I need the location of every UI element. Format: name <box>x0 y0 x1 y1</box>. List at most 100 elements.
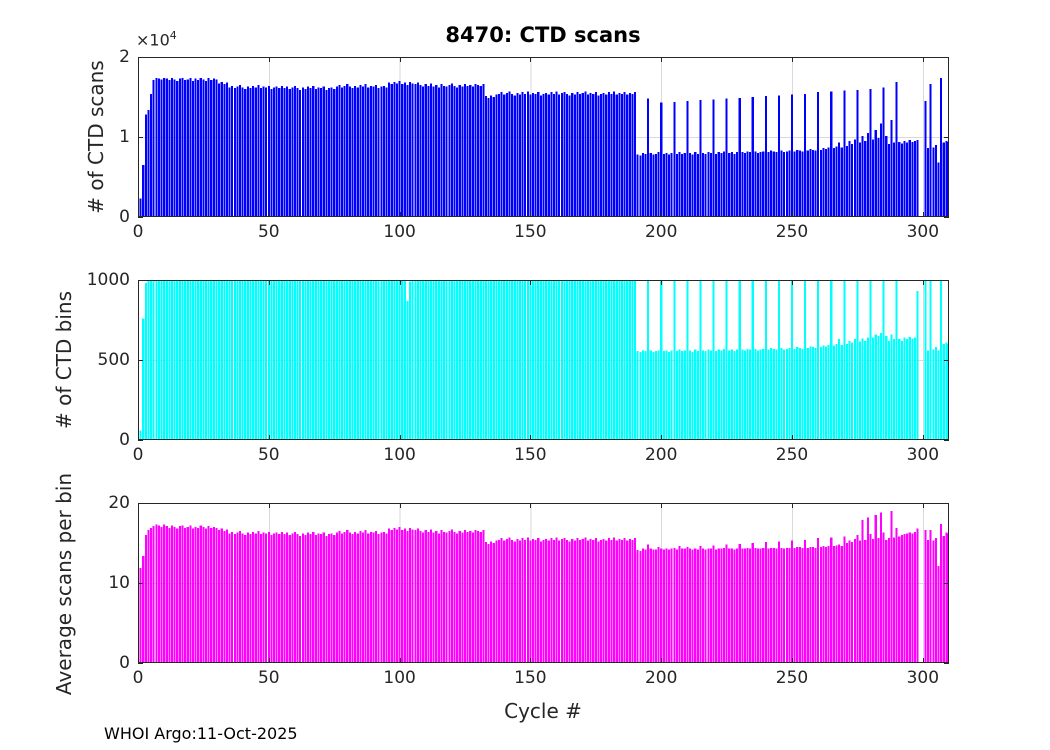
bar <box>262 86 265 217</box>
bar <box>296 280 299 440</box>
bar <box>189 525 192 663</box>
bar <box>422 532 425 663</box>
bar <box>270 89 273 217</box>
bar <box>249 88 252 217</box>
x-tick-label: 0 <box>132 668 144 688</box>
bar <box>152 280 155 440</box>
bar <box>790 280 794 440</box>
bar <box>283 88 286 217</box>
bar <box>252 280 255 440</box>
bar <box>743 350 746 440</box>
bar <box>649 153 652 217</box>
bar <box>395 529 399 663</box>
bar <box>367 280 370 440</box>
bar <box>456 533 459 663</box>
bar <box>280 85 283 217</box>
bar <box>469 531 472 663</box>
ylabel-avg-scans-per-bin: Average scans per bin <box>52 472 76 696</box>
bar <box>343 280 346 440</box>
bar <box>942 142 945 217</box>
bar <box>139 430 142 440</box>
bar <box>267 531 270 663</box>
bar <box>581 93 584 217</box>
bar <box>257 531 260 663</box>
bar <box>668 549 671 663</box>
bar <box>189 280 192 440</box>
bar <box>832 546 835 663</box>
bar <box>738 543 741 663</box>
bar <box>500 280 503 440</box>
bar <box>552 93 556 217</box>
bar <box>906 339 909 440</box>
bar <box>819 547 822 663</box>
bar <box>946 141 949 217</box>
bar <box>895 527 898 663</box>
bar <box>641 548 644 663</box>
bar <box>304 280 307 440</box>
bar <box>545 280 548 440</box>
bar <box>704 351 707 440</box>
bar <box>511 280 514 440</box>
bar <box>170 280 174 440</box>
bar <box>751 543 754 663</box>
x-tick-label: 150 <box>514 668 547 688</box>
bar <box>600 280 603 440</box>
bar <box>403 528 406 663</box>
bar <box>463 530 467 663</box>
bar <box>770 547 773 663</box>
bar <box>150 527 153 663</box>
bar <box>220 81 223 217</box>
bar <box>702 153 705 217</box>
bar <box>189 77 192 217</box>
bar <box>534 93 537 217</box>
bar <box>558 94 561 217</box>
bar <box>819 149 822 217</box>
bar <box>348 86 351 217</box>
bar <box>398 527 401 663</box>
bar <box>275 280 278 440</box>
bar <box>429 529 433 663</box>
bar <box>720 548 723 663</box>
bar <box>885 336 888 440</box>
bar <box>613 91 616 217</box>
bar <box>160 79 163 218</box>
bar <box>657 547 660 663</box>
bar <box>267 85 270 217</box>
bar <box>416 280 419 440</box>
bar <box>730 548 733 663</box>
bar <box>524 539 527 663</box>
bar <box>613 280 616 440</box>
bar <box>932 540 935 663</box>
bar <box>681 153 684 217</box>
bar <box>696 351 699 440</box>
bar <box>414 280 417 440</box>
bar <box>861 338 864 440</box>
bar <box>579 539 582 663</box>
bar <box>657 350 660 440</box>
bar <box>401 84 404 217</box>
bar <box>932 147 935 217</box>
axes-box <box>138 280 949 441</box>
bar <box>851 542 854 663</box>
bar <box>238 531 242 663</box>
bar <box>320 280 323 440</box>
bar <box>207 526 210 663</box>
bar <box>223 531 226 663</box>
bar <box>594 280 597 440</box>
bar <box>139 567 142 663</box>
bar <box>772 547 775 663</box>
bar <box>929 530 932 663</box>
bar <box>265 87 268 218</box>
bar <box>186 280 189 440</box>
bar <box>283 280 286 440</box>
bar <box>218 530 221 663</box>
bar <box>709 153 712 217</box>
bar <box>793 151 796 217</box>
bar <box>686 547 689 663</box>
bar <box>380 532 383 663</box>
bar <box>814 150 817 217</box>
bar <box>832 148 835 217</box>
bar <box>351 534 354 663</box>
bar <box>675 351 678 440</box>
bar <box>568 95 571 217</box>
